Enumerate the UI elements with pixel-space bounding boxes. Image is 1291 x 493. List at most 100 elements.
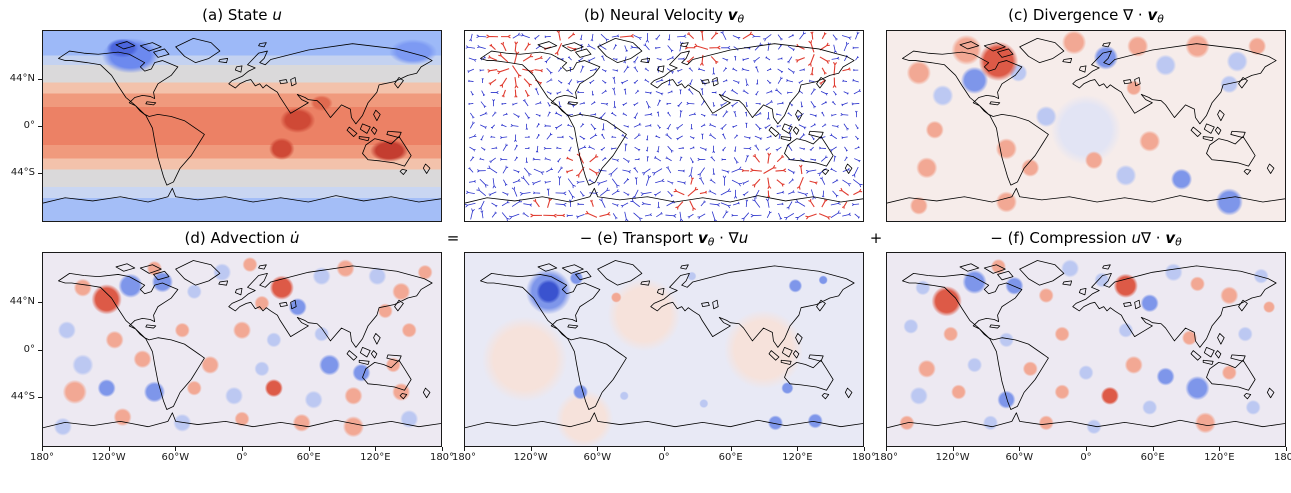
panel-e-field	[465, 253, 863, 446]
panel-d-coastlines	[43, 253, 441, 446]
title-part: − (e) Transport	[579, 229, 698, 247]
x-tick-label: 120°E	[782, 452, 813, 463]
x-tick-mark	[108, 447, 110, 451]
title-part: v	[727, 6, 738, 24]
x-tick-label: 60°E	[1140, 452, 1165, 463]
title-part: θ	[1157, 12, 1164, 26]
title-part: (c) Divergence ∇ ·	[1008, 6, 1148, 24]
title-part: u	[738, 229, 749, 247]
y-tick-label: 44°S	[10, 166, 35, 178]
x-tick-label: 120°W	[91, 452, 126, 463]
panel-b-map	[464, 30, 864, 222]
x-tick-label: 120°E	[1204, 452, 1235, 463]
x-tick-label: 120°W	[513, 452, 548, 463]
panel-e-coastlines	[465, 253, 863, 446]
title-part: v	[1147, 6, 1158, 24]
x-tick-mark	[1019, 447, 1021, 451]
x-tick-label: 180°	[873, 452, 899, 463]
y-tick-label: 0°	[23, 120, 35, 131]
x-tick-label: 180°	[1273, 452, 1291, 463]
title-part: u	[272, 6, 282, 24]
y-tick-mark	[38, 172, 42, 174]
panel-c-field	[887, 31, 1285, 221]
x-tick-mark	[375, 447, 377, 451]
panel-f-title: − (f) Compression u∇ · vθ	[886, 226, 1286, 250]
x-tick-label: 180°	[851, 452, 877, 463]
y-tick-mark	[38, 349, 42, 351]
title-part: θ	[707, 235, 715, 249]
x-tick-mark	[442, 447, 443, 451]
panel-a-coastlines	[43, 31, 441, 221]
title-part: · ∇	[714, 229, 739, 247]
panel-f-field	[887, 253, 1285, 446]
x-tick-label: 180°	[29, 452, 55, 463]
panel-b-field	[465, 31, 863, 221]
y-tick-mark	[38, 126, 42, 127]
title-part: (d) Advection	[184, 229, 290, 247]
x-tick-mark	[1086, 447, 1087, 451]
panel-a-title: (a) State u	[42, 3, 442, 27]
x-tick-mark	[664, 447, 665, 451]
y-tick-mark	[38, 397, 42, 399]
title-part: v	[697, 229, 708, 247]
x-tick-mark	[797, 447, 799, 451]
equals-operator: =	[446, 229, 460, 247]
panel-e-title: − (e) Transport vθ · ∇u	[464, 226, 864, 250]
panel-d-title: (d) Advection u̇	[42, 226, 442, 250]
x-tick-mark	[530, 447, 532, 451]
x-tick-mark	[1219, 447, 1221, 451]
panel-f-coastlines	[887, 253, 1285, 446]
y-tick-label: 44°N	[9, 73, 35, 85]
panel-e-map	[464, 252, 864, 447]
x-tick-label: 0°	[1080, 452, 1092, 463]
x-tick-mark	[597, 447, 599, 451]
panel-d-field	[43, 253, 441, 446]
y-tick-label: 44°S	[10, 391, 35, 403]
x-tick-mark	[42, 447, 43, 451]
panel-a-field	[43, 31, 441, 221]
x-tick-label: 180°	[451, 452, 477, 463]
x-tick-mark	[1152, 447, 1154, 451]
x-tick-label: 60°W	[583, 452, 612, 463]
title-part: − (f) Compression	[990, 229, 1132, 247]
title-part: θ	[737, 12, 745, 26]
panel-c-title: (c) Divergence ∇ · vθ	[886, 3, 1286, 27]
panel-f-map	[886, 252, 1286, 447]
x-tick-label: 0°	[658, 452, 670, 463]
x-tick-mark	[730, 447, 732, 451]
x-tick-mark	[952, 447, 954, 451]
x-tick-label: 120°W	[935, 452, 970, 463]
x-tick-mark	[308, 447, 310, 451]
x-tick-mark	[464, 447, 465, 451]
x-tick-label: 0°	[236, 452, 248, 463]
y-tick-label: 0°	[23, 343, 35, 355]
x-tick-label: 60°W	[161, 452, 190, 463]
title-part: (b) Neural Velocity	[583, 6, 728, 24]
title-part: ∇ ·	[1140, 229, 1166, 247]
panel-b-title: (b) Neural Velocity vθ	[464, 3, 864, 27]
y-tick-mark	[38, 301, 42, 303]
panel-c-map	[886, 30, 1286, 222]
panel-c-coastlines	[887, 31, 1285, 221]
title-part: θ	[1175, 235, 1182, 249]
x-tick-mark	[864, 447, 865, 451]
title-part: (a) State	[202, 6, 273, 24]
y-tick-mark	[38, 79, 42, 81]
x-tick-mark	[1286, 447, 1287, 451]
x-tick-mark	[175, 447, 177, 451]
x-tick-label: 120°E	[360, 452, 391, 463]
panel-b-quiver	[465, 31, 863, 221]
x-tick-mark	[242, 447, 243, 451]
plus-operator: +	[869, 229, 883, 247]
x-tick-label: 180°	[429, 452, 455, 463]
title-part: u̇	[289, 229, 300, 247]
panel-b-coastlines	[465, 31, 863, 221]
x-tick-label: 60°E	[296, 452, 321, 463]
title-part: v	[1165, 229, 1176, 247]
x-tick-label: 60°W	[1005, 452, 1034, 463]
panel-a-map	[42, 30, 442, 222]
x-tick-label: 60°E	[718, 452, 743, 463]
panel-d-map	[42, 252, 442, 447]
title-part: u	[1131, 229, 1141, 247]
